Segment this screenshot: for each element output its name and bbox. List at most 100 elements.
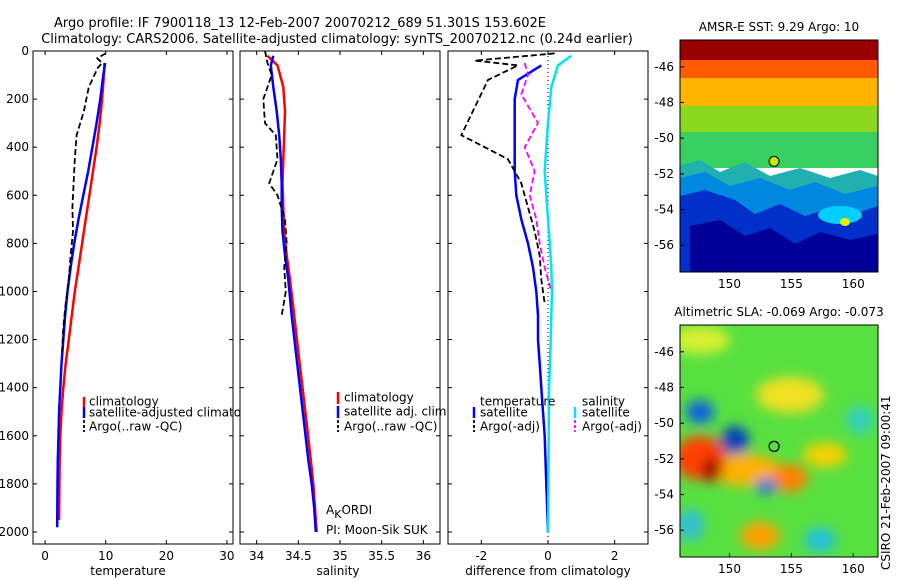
temperature-xlabel: temperature	[90, 564, 165, 578]
sla-blob	[804, 528, 836, 552]
sla-map-title: Altimetric SLA: -0.069 Argo: -0.073	[674, 305, 883, 319]
legend-label-sal-argo: Argo(-adj)	[582, 420, 642, 434]
salinity-legend: climatology satellite adj. clim. Argo(..…	[336, 391, 450, 434]
salinity-xlabel: salinity	[316, 564, 359, 578]
x-tick-label: 20	[159, 549, 174, 563]
y-tick-label: 1200	[0, 333, 29, 347]
series-line-salinity-satellite	[543, 54, 573, 533]
y-tick-label: 800	[6, 236, 29, 250]
x-tick-label: -2	[475, 549, 487, 563]
sst-map-panel: AMSR-E SST: 9.29 Argo: 10 150 155 160 -46 -4…	[654, 20, 879, 291]
series-line-argo-raw-qc-	[262, 50, 288, 316]
series-line-temperature-satellite	[513, 64, 550, 533]
annotation-main: A	[326, 503, 335, 517]
sla-blob	[740, 522, 780, 550]
sst-patch	[818, 206, 862, 224]
sla-blob	[680, 509, 704, 541]
map-y-tick-label: -54	[654, 488, 674, 502]
x-tick-label: 0	[544, 549, 552, 563]
series-line-argo-raw-qc-	[61, 52, 107, 352]
sst-band	[680, 106, 878, 134]
legend-label-satellite: satellite-adjusted climatology	[89, 406, 267, 420]
legend-label-temp-satellite: satellite	[480, 406, 528, 420]
series-line-climatology	[57, 62, 106, 521]
map-y-tick-label: -48	[654, 380, 674, 394]
x-tick-label: 2	[611, 549, 619, 563]
map-y-tick-label: -56	[654, 238, 674, 252]
map-y-tick-label: -50	[654, 416, 674, 430]
map-y-tick-label: -54	[654, 203, 674, 217]
sla-map-frame	[679, 324, 879, 558]
sla-blob	[803, 443, 847, 467]
y-tick-label: 0	[21, 44, 29, 58]
map-x-tick-label: 160	[842, 277, 865, 291]
legend-label-satellite: satellite adj. clim.	[344, 405, 450, 419]
sla-blob	[709, 454, 781, 486]
map-y-tick-label: -48	[654, 95, 674, 109]
sla-blob	[686, 400, 714, 424]
difference-panel: -2 0 2 difference from climatology tempera…	[447, 50, 649, 578]
sla-blob	[756, 377, 824, 413]
sst-band	[680, 60, 878, 80]
legend-label-climatology: climatology	[344, 391, 414, 405]
sla-blob	[721, 426, 749, 454]
map-y-tick-label: -52	[654, 452, 674, 466]
difference-legend: temperature satellite Argo(-adj) salinit…	[472, 395, 642, 434]
legend-label-temp-argo: Argo(-adj)	[480, 420, 540, 434]
y-tick-label: 1600	[0, 429, 29, 443]
temperature-axes-box	[32, 50, 234, 545]
map-x-tick-label: 160	[842, 562, 865, 576]
annotation-rest: ORDI	[341, 503, 372, 517]
x-tick-label: 34	[249, 549, 264, 563]
x-tick-label: 35.5	[368, 549, 395, 563]
sst-map-title: AMSR-E SST: 9.29 Argo: 10	[699, 20, 859, 34]
sla-map-panel: Altimetric SLA: -0.069 Argo: -0.073	[654, 305, 883, 576]
temperature-legend: climatology satellite-adjusted climatolo…	[82, 395, 267, 434]
legend-label-climatology: climatology	[89, 395, 159, 409]
map-y-tick-label: -46	[654, 345, 674, 359]
sst-map-frame	[679, 39, 879, 273]
sst-band	[680, 40, 878, 62]
y-tick-label: 1800	[0, 477, 29, 491]
sla-blob	[846, 406, 874, 434]
sla-map-field	[680, 325, 878, 557]
x-tick-label: 34.5	[285, 549, 312, 563]
map-x-tick-label: 150	[718, 562, 741, 576]
salinity-axes-box	[239, 50, 441, 545]
map-x-tick-label: 150	[718, 277, 741, 291]
sst-patch	[840, 218, 850, 226]
x-tick-label: 0	[41, 549, 49, 563]
difference-xlabel: difference from climatology	[465, 564, 631, 578]
sla-blob	[756, 478, 776, 494]
sst-band	[690, 220, 878, 272]
legend-header-salinity: salinity	[582, 395, 625, 409]
x-tick-label: 36	[416, 549, 431, 563]
annotation-subscript: K	[334, 508, 342, 521]
legend-header-temperature: temperature	[480, 395, 555, 409]
sst-band	[680, 78, 878, 108]
map-y-tick-label: -46	[654, 60, 674, 74]
y-tick-label: 2000	[0, 525, 29, 539]
salinity-pi-text: PI: Moon-Sik SUK	[326, 523, 429, 537]
map-x-tick-label: 155	[780, 277, 803, 291]
x-tick-label: 10	[98, 549, 113, 563]
map-x-tick-label: 155	[780, 562, 803, 576]
y-tick-label: 1400	[0, 381, 29, 395]
legend-label-sal-satellite: satellite	[582, 406, 630, 420]
y-tick-label: 600	[6, 188, 29, 202]
figure-title-line1: Argo profile: IF 7900118_13 12-Feb-2007 …	[54, 16, 546, 31]
sla-blob	[702, 458, 722, 482]
series-line-salinity-argo-adj-	[520, 62, 553, 292]
sla-argo-location-marker	[768, 440, 780, 452]
sst-map-field	[680, 40, 878, 272]
legend-label-argo: Argo(..raw -QC)	[89, 420, 182, 434]
legend-label-argo: Argo(..raw -QC)	[344, 420, 437, 434]
salinity-panel: 34 34.5 35 35.5 36 salinity climatology sate…	[239, 50, 450, 578]
map-y-tick-label: -56	[654, 523, 674, 537]
footer-vertical-credit: CSIRO 21-Feb-2007 09:00:41	[879, 395, 893, 570]
series-line-satellite-adj-clim-	[269, 55, 318, 533]
x-tick-label: 30	[219, 549, 234, 563]
sla-blob	[772, 464, 808, 492]
x-tick-label: 35	[332, 549, 347, 563]
